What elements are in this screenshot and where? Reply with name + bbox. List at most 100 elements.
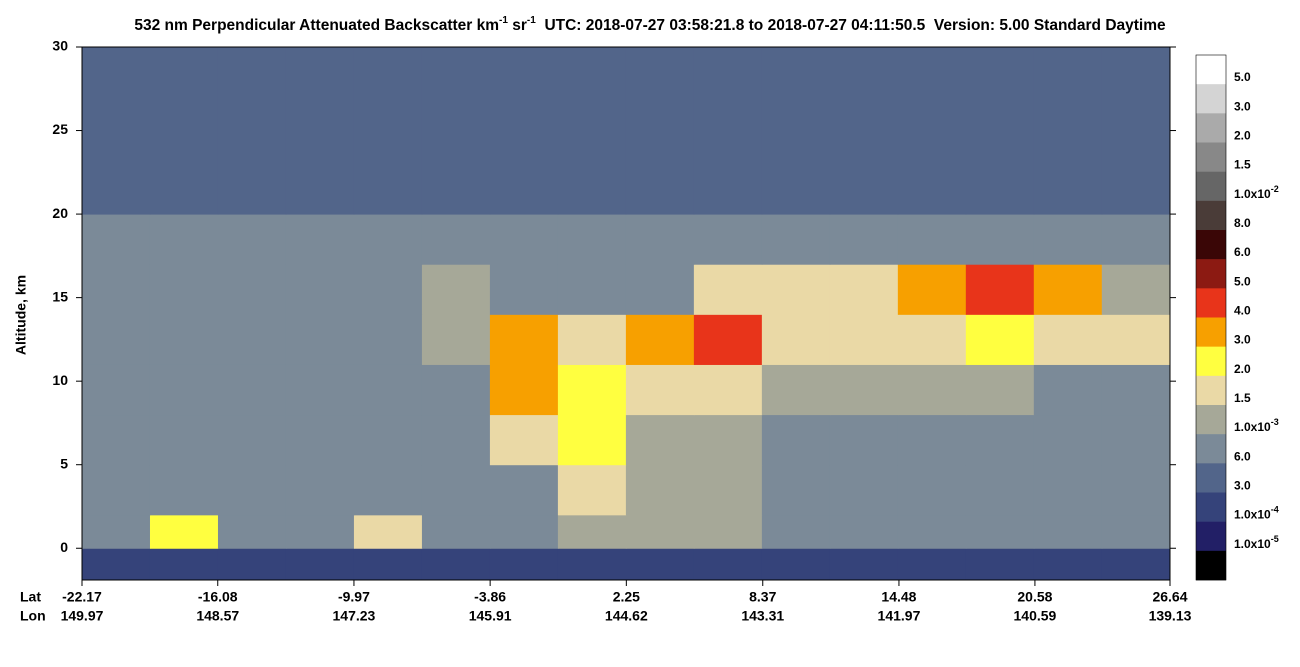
- colorbar-label-sup: -4: [1271, 505, 1279, 515]
- colorbar-label: 2.0: [1234, 129, 1251, 143]
- cell: [1033, 314, 1103, 365]
- lon-tick-label: 145.91: [469, 608, 512, 624]
- cell: [965, 264, 1035, 315]
- lon-tick-label: 144.62: [605, 608, 648, 624]
- cell: [761, 514, 831, 549]
- colorbar-box: [1196, 288, 1226, 318]
- x-tick-label: 2.25: [613, 589, 640, 605]
- cell: [217, 464, 287, 516]
- cell: [761, 47, 831, 215]
- y-tick-label: 30: [52, 38, 68, 54]
- colorbar-label-text: 2.0: [1234, 362, 1251, 376]
- y-tick-label: 0: [60, 539, 68, 555]
- colorbar-label-text: 1.0x10: [1234, 508, 1271, 522]
- colorbar-label: 4.0: [1234, 304, 1251, 318]
- colorbar-label-text: 3.0: [1234, 479, 1251, 493]
- cell: [489, 548, 559, 581]
- colorbar-label-sup: -5: [1271, 534, 1279, 544]
- cell: [421, 514, 491, 549]
- colorbar-box: [1196, 113, 1226, 143]
- colorbar-box: [1196, 55, 1226, 85]
- colorbar-label-text: 6.0: [1234, 450, 1251, 464]
- colorbar-label: 1.0x10-4: [1234, 505, 1279, 522]
- colorbar-label-text: 1.0x10: [1234, 537, 1271, 551]
- cell: [557, 414, 627, 466]
- colorbar-box: [1196, 550, 1226, 581]
- colorbar-label: 3.0: [1234, 479, 1251, 493]
- cell: [285, 47, 355, 215]
- cell: [897, 214, 967, 265]
- colorbar-box: [1196, 375, 1226, 406]
- lat-label: Lat: [20, 589, 41, 605]
- cell: [829, 47, 899, 215]
- colorbar-box: [1196, 434, 1226, 464]
- cell: [353, 364, 423, 416]
- title-part: 532 nm Perpendicular Attenuated Backscat…: [134, 17, 499, 34]
- cell: [625, 214, 695, 265]
- cell: [353, 414, 423, 466]
- cell: [965, 414, 1035, 466]
- cell: [353, 264, 423, 315]
- cell: [897, 364, 967, 416]
- lon-label: Lon: [20, 608, 46, 624]
- colorbar-box: [1196, 259, 1226, 289]
- cell: [557, 264, 627, 315]
- cell: [1033, 548, 1103, 581]
- cell: [625, 414, 695, 466]
- colorbar-label-sup: -2: [1271, 184, 1279, 194]
- colorbar-label-text: 1.5: [1234, 391, 1251, 405]
- cell: [1101, 47, 1171, 215]
- cell: [897, 548, 967, 581]
- cell: [829, 314, 899, 365]
- y-tick-label: 10: [52, 372, 68, 388]
- cell: [421, 464, 491, 516]
- cell: [217, 47, 287, 215]
- cell: [829, 364, 899, 416]
- cell: [285, 514, 355, 549]
- cell: [489, 514, 559, 549]
- cell: [693, 464, 763, 516]
- colorbar-label-text: 1.0x10: [1234, 420, 1271, 434]
- colorbar-label-text: 1.5: [1234, 158, 1251, 172]
- cell: [217, 314, 287, 365]
- cell: [965, 214, 1035, 265]
- title-sup: -1: [527, 15, 536, 26]
- lon-tick-label: 139.13: [1149, 608, 1192, 624]
- colorbar-label: 1.5: [1234, 391, 1251, 405]
- cell: [285, 548, 355, 581]
- cell: [217, 414, 287, 466]
- cell: [557, 464, 627, 516]
- cell: [693, 414, 763, 466]
- cell: [82, 47, 151, 215]
- cell: [353, 47, 423, 215]
- cell: [625, 314, 695, 365]
- cell: [625, 464, 695, 516]
- colorbar-frame: [1195, 54, 1227, 581]
- cell: [217, 214, 287, 265]
- cell: [761, 314, 831, 365]
- cell: [1033, 514, 1103, 549]
- colorbar-box: [1196, 346, 1226, 377]
- lon-tick-label: 148.57: [196, 608, 239, 624]
- cell: [1101, 364, 1171, 416]
- cell: [421, 264, 491, 315]
- colorbar-box: [1196, 463, 1226, 493]
- cell: [421, 364, 491, 416]
- cell: [82, 514, 151, 549]
- chart-title: 532 nm Perpendicular Attenuated Backscat…: [134, 15, 1166, 34]
- colorbar-label-text: 4.0: [1234, 304, 1251, 318]
- cell: [285, 364, 355, 416]
- cell: [1101, 464, 1171, 516]
- x-tick-label: -22.17: [62, 589, 102, 605]
- cell: [625, 548, 695, 581]
- cell: [421, 314, 491, 365]
- y-tick-label: 20: [52, 205, 68, 221]
- cell: [829, 214, 899, 265]
- cell: [82, 314, 151, 365]
- colorbar-label: 1.0x10-5: [1234, 534, 1279, 551]
- colorbar-label: 1.0x10-2: [1234, 184, 1279, 201]
- cell: [1101, 264, 1171, 315]
- colorbar-label-text: 3.0: [1234, 333, 1251, 347]
- colorbar-label-text: 6.0: [1234, 245, 1251, 259]
